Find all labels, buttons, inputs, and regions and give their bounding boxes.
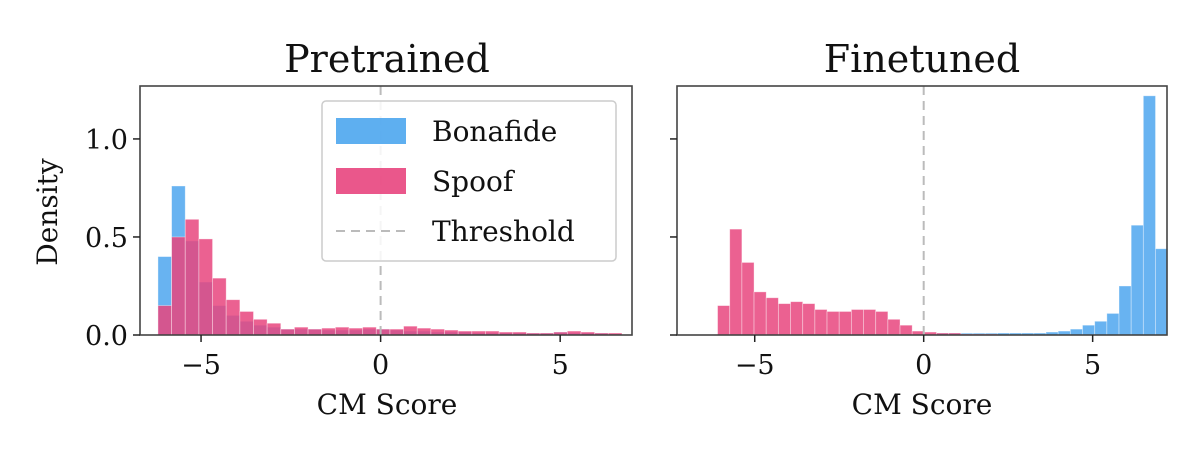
finetuned-x-axis-label: CM Score — [852, 388, 993, 421]
legend-swatch-spoof — [336, 168, 406, 194]
pretrained-bar-spoof — [253, 318, 268, 336]
pretrained-bar-spoof — [416, 327, 432, 336]
finetuned-bar-spoof — [741, 262, 755, 336]
pretrained-x-axis-label: CM Score — [317, 388, 458, 421]
finetuned-x-tick-label: 5 — [1084, 350, 1101, 381]
finetuned-bar-bonafide — [1130, 224, 1144, 336]
finetuned-x-tick-label: 0 — [915, 350, 932, 381]
finetuned-bar-spoof — [753, 291, 767, 336]
pretrained-bar-spoof — [171, 236, 186, 336]
pretrained-y-tick-label: 0.5 — [85, 223, 128, 254]
pretrained-bar-spoof — [280, 328, 295, 336]
finetuned-bar-spoof — [850, 309, 864, 336]
pretrained-y-tick-label: 1.0 — [85, 125, 128, 156]
pretrained-x-tick-label: −5 — [181, 350, 221, 381]
legend-label-spoof: Spoof — [432, 165, 516, 198]
finetuned-bar-bonafide — [1069, 328, 1083, 336]
pretrained-bar-spoof — [348, 327, 364, 336]
legend-label-bonafide: Bonafide — [432, 115, 557, 148]
finetuned-bars — [717, 95, 1169, 336]
finetuned-bar-bonafide — [1082, 324, 1096, 336]
finetuned-bar-bonafide — [1142, 95, 1156, 336]
pretrained-bars — [157, 185, 623, 336]
finetuned-x-ticks: −5 0 5 — [735, 335, 1101, 381]
finetuned-y-ticks — [670, 138, 677, 336]
legend-label-threshold: Threshold — [432, 215, 575, 248]
finetuned-bar-bonafide — [1106, 313, 1120, 336]
pretrained-bar-spoof — [362, 326, 377, 336]
pretrained-x-tick-label: 0 — [372, 350, 389, 381]
pretrained-bar-spoof — [225, 299, 241, 336]
finetuned-bar-spoof — [826, 311, 840, 336]
pretrained-bar-spoof — [334, 326, 350, 336]
finetuned-bar-spoof — [790, 301, 804, 336]
pretrained-bar-spoof — [403, 325, 418, 336]
pretrained-bar-spoof — [266, 322, 282, 336]
finetuned-bar-spoof — [838, 311, 852, 336]
finetuned-bar-spoof — [875, 311, 889, 336]
finetuned-x-tick-label: −5 — [735, 350, 775, 381]
finetuned-bar-spoof — [814, 309, 828, 336]
pretrained-bar-spoof — [239, 311, 254, 336]
pretrained-bar-spoof — [184, 218, 200, 336]
finetuned-bar-bonafide — [1094, 320, 1108, 336]
pretrained-bar-spoof — [157, 305, 173, 336]
pretrained-bar-spoof — [375, 328, 391, 336]
finetuned-title: Finetuned — [824, 37, 1021, 81]
pretrained-plot-frame — [139, 85, 633, 336]
finetuned-bar-spoof — [802, 303, 816, 336]
finetuned-bar-spoof — [777, 303, 791, 336]
finetuned-bar-spoof — [863, 309, 877, 336]
pretrained-bar-spoof — [198, 238, 213, 336]
finetuned-bar-spoof — [717, 305, 731, 336]
pretrained-bar-spoof — [321, 327, 336, 336]
pretrained-title: Pretrained — [284, 37, 490, 81]
finetuned-bar-spoof — [899, 324, 913, 336]
pretrained-x-tick-label: 5 — [552, 350, 569, 381]
pretrained-bar-spoof — [307, 328, 323, 336]
pretrained-x-ticks: −5 0 5 — [181, 335, 569, 381]
finetuned-plot-frame — [676, 85, 1168, 336]
finetuned-bar-spoof — [729, 228, 743, 336]
finetuned-bar-bonafide — [1155, 248, 1169, 336]
pretrained-bar-spoof — [430, 328, 445, 336]
legend: Bonafide Spoof Threshold — [321, 100, 617, 262]
pretrained-bar-spoof — [389, 328, 404, 336]
finetuned-bar-spoof — [887, 318, 901, 336]
finetuned-panel: Finetuned −5 0 5 CM Score — [670, 37, 1169, 421]
legend-swatch-bonafide — [336, 118, 406, 144]
finetuned-bar-bonafide — [1118, 285, 1132, 336]
pretrained-y-tick-label: 0.0 — [85, 321, 128, 352]
pretrained-y-ticks: 0.0 0.5 1.0 — [85, 125, 140, 352]
finetuned-bar-spoof — [765, 297, 779, 336]
pretrained-panel: Pretrained −5 0 5 0.0 0.5 1.0 CM Score Densi… — [31, 37, 633, 421]
y-axis-label: Density — [31, 158, 64, 266]
pretrained-bar-spoof — [294, 326, 309, 336]
pretrained-bar-spoof — [212, 277, 227, 336]
